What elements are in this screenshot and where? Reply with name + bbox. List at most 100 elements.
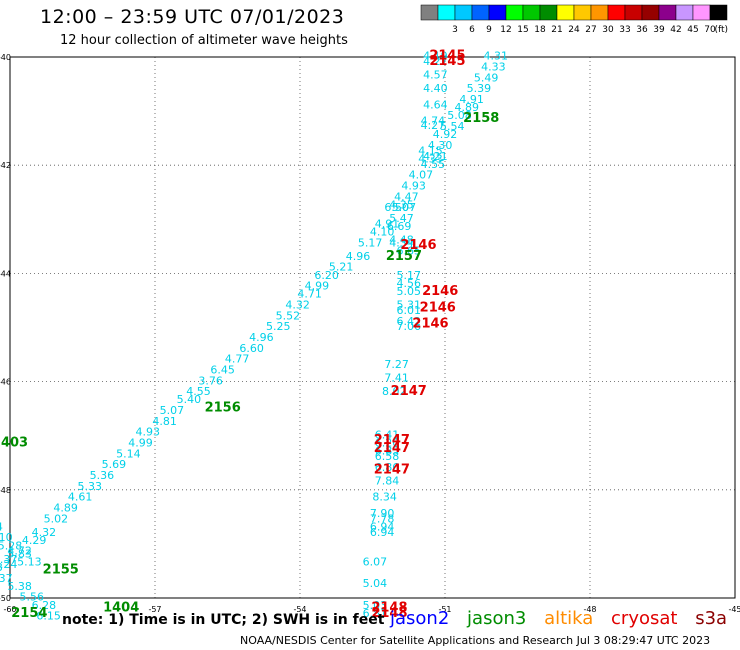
swh-point: 5.10: [0, 531, 13, 544]
legend-unit: (ft): [714, 25, 728, 35]
swh-point: 6.94: [370, 520, 395, 533]
swh-point: 5.17: [358, 236, 383, 249]
swh-point: 5.13: [17, 556, 42, 569]
pass-number-label: 2146: [412, 317, 448, 332]
swh-point: 4.89: [455, 101, 480, 114]
swh-point: 6.58: [375, 450, 400, 463]
swh-point: 4.33: [481, 61, 506, 74]
legend-label: 36: [636, 25, 648, 35]
swh-point: 4.21: [423, 150, 448, 163]
pass-number-label: 2148: [371, 606, 407, 620]
swh-point: 5.69: [102, 458, 127, 471]
swh-point: 4.31: [484, 50, 509, 63]
swh-point: 4.89: [53, 501, 78, 514]
satellite-legend: jason2 jason3 altika cryosat s3a: [390, 608, 739, 629]
swh-point: 5.37: [0, 553, 17, 566]
swh-point: 4.15: [418, 144, 443, 157]
swh-point: 4.64: [423, 98, 448, 111]
pass-number-label: 2156: [205, 400, 241, 415]
swh-point: 4.91: [459, 93, 484, 106]
x-tick-label: -45: [728, 605, 740, 614]
y-tick-label: -46: [0, 378, 11, 387]
swh-point: 4.83: [0, 561, 3, 574]
swh-point: 5.39: [467, 82, 492, 95]
swh-point: 4.91: [375, 217, 400, 230]
swh-point: 5.05: [397, 285, 422, 298]
swh-point: 8.02: [382, 385, 407, 398]
plot-frame: [9, 56, 736, 599]
x-tick-label: -51: [438, 605, 451, 614]
swh-point: 4.07: [409, 169, 434, 182]
x-tick-label: -54: [293, 605, 306, 614]
swh-point: 5.40: [177, 393, 202, 406]
swh-point: 4.30: [428, 139, 453, 152]
swh-point: 4.72: [7, 545, 32, 558]
pass-number-label: 2146: [400, 238, 436, 253]
swh-point: 5.83: [7, 547, 32, 560]
y-tick-label: -48: [0, 486, 11, 495]
swh-point: 5.38: [7, 580, 32, 593]
legend-label: 3: [452, 25, 458, 35]
legend-label: 12: [500, 25, 511, 35]
swh-point: 4.74: [421, 115, 446, 128]
legend-label: 24: [568, 25, 580, 35]
swh-point: 4.40: [423, 82, 448, 95]
pass-number-label: 2147: [374, 441, 410, 456]
swh-point: 4.29: [22, 534, 47, 547]
swh-point: 5.14: [116, 447, 141, 460]
swh-point: 4.55: [186, 385, 211, 398]
swh-point: 5.02: [44, 512, 69, 525]
swh-point: 6.28: [32, 599, 57, 612]
swh-point: 4.99: [305, 280, 330, 293]
legend-label: 39: [653, 25, 665, 35]
swh-point: 4.71: [297, 288, 322, 301]
page-title: 12:00 – 23:59 UTC 07/01/2023: [40, 6, 345, 28]
swh-point: 5.47: [389, 212, 414, 225]
swh-point: 7.84: [375, 474, 400, 487]
pass-number-label: 2155: [43, 563, 79, 578]
legend-label: 30: [602, 25, 614, 35]
swh-point: 7.90: [370, 507, 395, 520]
swh-point: 5.21: [329, 261, 354, 274]
y-tick-label: -50: [0, 594, 11, 603]
legend-label: 33: [619, 25, 630, 35]
swh-point: 4.84: [0, 520, 3, 533]
pass-number-label: 2147: [391, 384, 427, 399]
swh-point: 6.37: [0, 572, 13, 585]
swh-point: 4.47: [394, 190, 419, 203]
color-scale-legend: 3 6 9 12 15 18 21 24 27 30 33 36 39 42 45 70(ft): [420, 4, 728, 35]
swh-point: 5.25: [266, 320, 291, 333]
swh-point: 6.50: [384, 201, 409, 214]
swh-point: 5.33: [78, 480, 103, 493]
swh-point: 4.19: [423, 50, 448, 63]
footer-note: note: 1) Time is in UTC; 2) SWH is in fe…: [62, 612, 385, 628]
swh-point: 4.99: [128, 437, 153, 450]
legend-label: 21: [551, 25, 562, 35]
swh-point: 6.94: [370, 526, 395, 539]
swh-point: 5.31: [397, 299, 422, 312]
satellite-s3a: s3a: [695, 608, 728, 629]
swh-point: 4.93: [401, 180, 426, 193]
swh-point: 4.96: [346, 250, 371, 263]
swh-point: 4.27: [421, 119, 446, 132]
swh-point: 4.27: [423, 55, 448, 68]
swh-point: 5.04: [363, 577, 388, 590]
pass-number-label: 1404: [103, 601, 139, 616]
swh-point: 6.65: [397, 244, 422, 257]
swh-point: 6.07: [363, 556, 388, 569]
swh-point: 6.60: [239, 342, 264, 355]
wave-height-map: -60 -57 -54 -51 -48 -45 -40 -42 -44 -46 -48 -50 4.19…: [0, 49, 740, 620]
x-tick-label: -48: [583, 605, 596, 614]
swh-point: 6.86: [375, 461, 400, 474]
swh-point: 5.03: [363, 599, 388, 612]
legend-label: 42: [670, 25, 681, 35]
swh-point: 5.28: [0, 539, 22, 552]
swh-point: 3.76: [198, 374, 223, 387]
swh-point: 6.45: [210, 363, 235, 376]
y-tick-label: -40: [0, 53, 11, 62]
swh-point: 4.32: [32, 526, 57, 539]
swh-point: 6.41: [375, 428, 400, 441]
pass-number-label: 2157: [386, 249, 422, 264]
pass-number-label: 2148: [371, 601, 407, 616]
swh-point: 6.15: [36, 610, 61, 620]
